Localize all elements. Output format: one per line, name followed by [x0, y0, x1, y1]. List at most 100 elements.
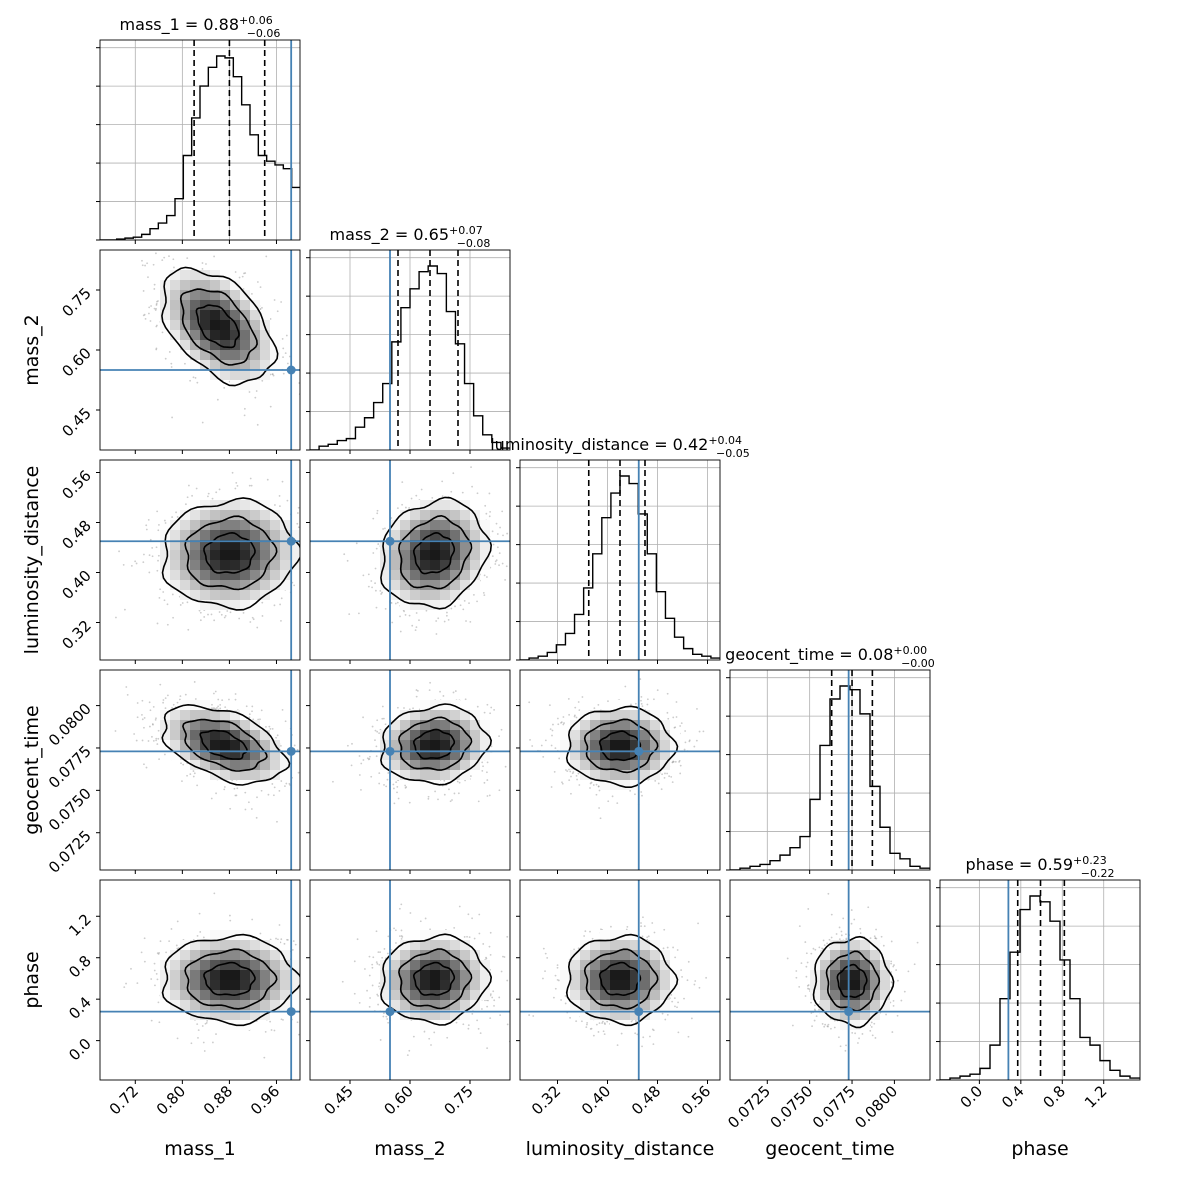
density-cell: [270, 520, 280, 530]
density-cell: [420, 540, 430, 550]
sample-point: [261, 601, 264, 604]
sample-point: [304, 570, 306, 572]
density-cell: [220, 580, 230, 590]
density-cell: [210, 730, 220, 740]
sample-point: [425, 609, 428, 612]
density-cell: [190, 260, 200, 270]
density-cell: [230, 280, 240, 290]
sample-point: [376, 730, 379, 733]
sample-point: [370, 775, 373, 778]
sample-point: [251, 710, 253, 713]
density-cell: [420, 580, 430, 590]
sample-point: [282, 356, 284, 359]
density-cell: [190, 360, 200, 370]
density-cell: [170, 290, 180, 300]
density-cell: [250, 340, 260, 350]
sample-point: [186, 247, 188, 249]
density-cell: [400, 580, 410, 590]
sample-point: [147, 312, 150, 315]
sample-point: [281, 338, 284, 340]
density-cell: [460, 550, 470, 560]
density-cell: [480, 550, 490, 560]
sample-point: [442, 695, 445, 697]
sample-point: [153, 307, 156, 310]
sample-point: [477, 800, 480, 803]
sample-point: [302, 370, 304, 372]
sample-point: [148, 306, 151, 309]
sample-point: [242, 288, 245, 290]
density-cell: [440, 520, 450, 530]
sample-point: [155, 737, 158, 740]
sample-point: [223, 788, 226, 791]
sample-point: [224, 706, 227, 709]
density-cell: [230, 350, 240, 360]
sample-point: [501, 562, 504, 565]
density-cell: [190, 560, 200, 570]
density-cell: [200, 290, 210, 300]
sample-point: [122, 563, 125, 566]
sample-point: [281, 480, 284, 483]
density-cell: [230, 760, 240, 770]
density-cell: [480, 520, 490, 530]
sample-point: [355, 542, 358, 545]
density-cell: [470, 540, 480, 550]
density-cell: [200, 310, 210, 320]
density-cell: [230, 580, 240, 590]
density-cell: [440, 590, 450, 600]
density-cell: [170, 330, 180, 340]
density-cell: [460, 570, 470, 580]
density-cell: [210, 720, 220, 730]
sample-point: [483, 574, 486, 577]
sample-point: [375, 745, 378, 748]
sample-point: [228, 698, 230, 701]
sample-point: [482, 591, 485, 594]
sample-point: [166, 603, 169, 606]
sample-point: [285, 334, 288, 337]
density-cell: [250, 780, 260, 790]
sample-point: [382, 717, 385, 720]
sample-point: [498, 789, 501, 792]
sample-point: [155, 739, 158, 742]
density-cell: [250, 550, 260, 560]
density-cell: [450, 510, 460, 520]
sample-point: [305, 369, 307, 371]
sample-point: [273, 786, 276, 789]
density-cell: [160, 550, 170, 560]
sample-point: [252, 618, 255, 621]
sample-point: [261, 379, 264, 382]
density-cell: [470, 560, 480, 570]
sample-point: [256, 796, 258, 799]
density-cell: [200, 760, 210, 770]
density-cell: [180, 530, 190, 540]
density-cell: [410, 540, 420, 550]
density-cell: [270, 330, 280, 340]
sample-point: [410, 497, 413, 500]
density-cell: [260, 540, 270, 550]
sample-point: [192, 376, 195, 379]
density-cell: [280, 760, 290, 770]
sample-point: [318, 574, 320, 576]
sample-point: [472, 593, 475, 596]
sample-point: [175, 511, 177, 514]
sample-point: [450, 607, 453, 610]
sample-point: [393, 802, 396, 805]
sample-point: [244, 791, 247, 794]
sample-point: [147, 740, 150, 742]
sample-point: [481, 770, 484, 772]
sample-point: [486, 576, 488, 578]
density-cell: [200, 770, 210, 780]
density-cell: [190, 270, 200, 280]
sample-point: [150, 305, 152, 307]
density-cell: [460, 590, 470, 600]
sample-point: [156, 569, 159, 572]
density-cell: [280, 770, 290, 780]
sample-point: [255, 816, 258, 819]
density-cell: [240, 590, 250, 600]
density-cell: [290, 530, 300, 540]
density-cell: [210, 560, 220, 570]
density-cell: [180, 300, 190, 310]
sample-point: [233, 787, 236, 790]
density-cell: [410, 570, 420, 580]
sample-point: [147, 276, 149, 279]
sample-point: [445, 614, 448, 617]
